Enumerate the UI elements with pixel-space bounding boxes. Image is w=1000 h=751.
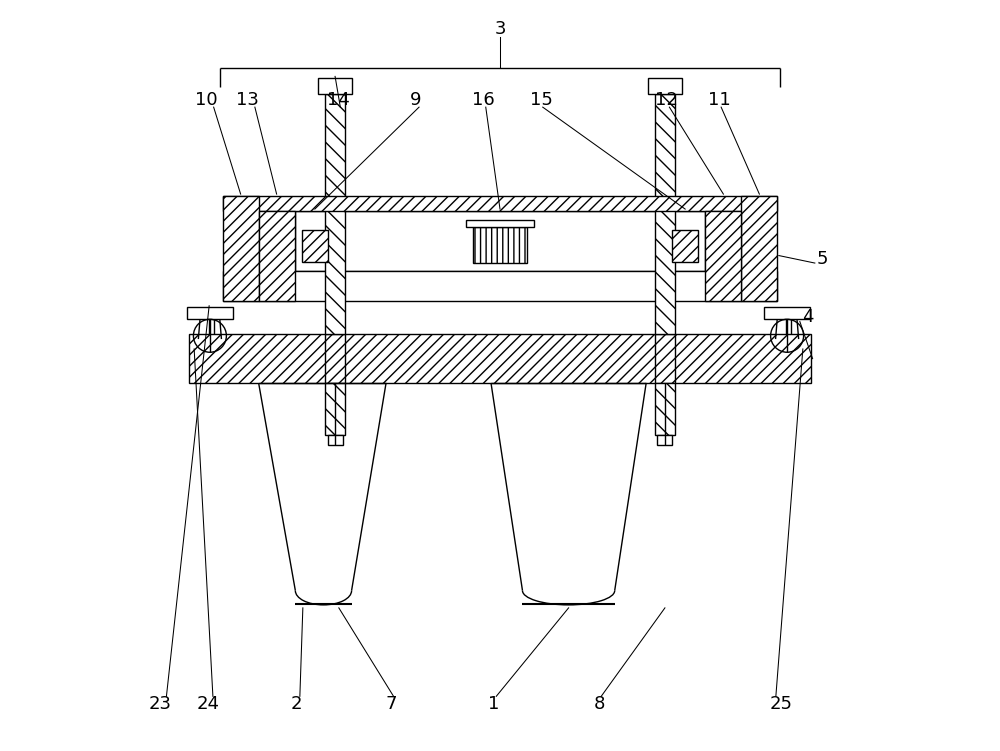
Text: 11: 11 xyxy=(708,91,731,109)
Bar xyxy=(648,78,682,95)
Bar xyxy=(223,270,777,300)
Text: 14: 14 xyxy=(327,91,350,109)
Bar xyxy=(672,230,698,261)
Text: 3: 3 xyxy=(494,20,506,38)
Bar xyxy=(223,195,259,300)
Text: 16: 16 xyxy=(472,91,495,109)
Text: 4: 4 xyxy=(802,308,813,326)
Text: 15: 15 xyxy=(530,91,553,109)
Text: 25: 25 xyxy=(770,695,793,713)
Bar xyxy=(325,383,345,436)
Text: 9: 9 xyxy=(410,91,422,109)
Bar xyxy=(466,219,534,227)
Text: 23: 23 xyxy=(149,695,172,713)
Bar xyxy=(259,210,295,300)
Bar xyxy=(473,227,527,263)
Bar xyxy=(705,210,741,300)
Text: 10: 10 xyxy=(195,91,217,109)
Text: 8: 8 xyxy=(593,695,605,713)
Bar xyxy=(318,78,352,95)
Bar xyxy=(764,307,810,319)
Bar xyxy=(655,383,675,436)
Bar xyxy=(657,436,672,445)
Text: 2: 2 xyxy=(290,695,302,713)
Bar xyxy=(187,307,233,319)
Bar xyxy=(328,436,343,445)
Text: 5: 5 xyxy=(817,250,828,268)
Bar xyxy=(655,95,675,334)
Text: 13: 13 xyxy=(236,91,259,109)
Bar xyxy=(223,195,777,210)
Bar xyxy=(325,95,345,334)
Bar xyxy=(189,334,811,383)
Bar xyxy=(302,230,328,261)
Text: 7: 7 xyxy=(386,695,397,713)
Text: 12: 12 xyxy=(655,91,678,109)
Text: 24: 24 xyxy=(196,695,219,713)
Bar xyxy=(741,195,777,300)
Bar xyxy=(295,210,705,270)
Text: 1: 1 xyxy=(488,695,500,713)
